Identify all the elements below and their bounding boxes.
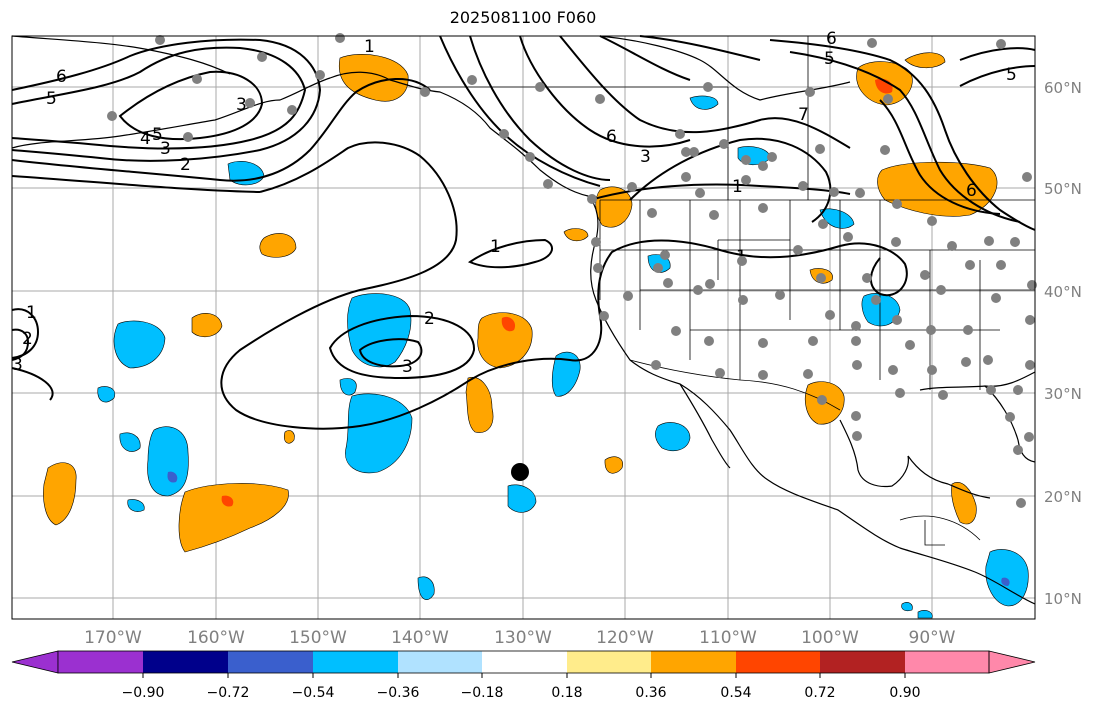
lat-axis: 60°N 50°N 40°N 30°N 20°N 10°N [1044,79,1082,608]
contour-label: 1 [732,177,743,197]
contour-label: 6 [606,127,617,147]
map-border [11,35,1036,620]
colorbar-outline [57,650,990,674]
contours [11,35,1036,430]
colorbar-extend-right [988,650,1036,674]
colorbar: −0.90 −0.72 −0.54 −0.36 −0.18 0.18 0.36 … [11,650,1036,701]
contour-label: 1 [364,37,375,57]
contour-label: 6 [56,67,67,87]
contour-label: 2 [22,329,33,349]
contour-label: 4 [140,129,151,149]
contour-label: 5 [152,125,163,145]
lat-tick-label: 50°N [1044,180,1082,198]
station-dots [107,33,1037,508]
lon-tick-label: 160°W [187,628,245,648]
coastlines [11,35,1036,605]
colorbar-bin [905,651,989,673]
lon-tick-label: 120°W [596,628,654,648]
lon-tick-label: 100°W [801,628,859,648]
colorbar-tick-label: −0.54 [292,685,335,701]
lat-tick-label: 20°N [1044,488,1082,506]
contour-label: 3 [640,147,651,167]
strong-positive-patches [221,78,893,507]
contour-label: 5 [1006,65,1017,85]
colorbar-bin [820,651,905,673]
contour-label: 1 [490,237,501,257]
lon-tick-label: 110°W [699,628,757,648]
contour-label: 5 [824,49,835,69]
contour-label: 6 [966,181,977,201]
colorbar-bin [651,651,736,673]
colorbar-bin [482,651,567,673]
colorbar-tick-label: 0.72 [804,685,835,701]
colorbar-tick-label: −0.36 [377,685,420,701]
colorbar-tick-label: 0.18 [551,685,582,701]
contour-label: 2 [180,155,191,175]
colorbar-bin [228,651,313,673]
colorbar-bin [567,651,651,673]
colorbar-tick-label: 0.54 [720,685,751,701]
lat-tick-label: 10°N [1044,590,1082,608]
colorbar-bin [313,651,398,673]
colorbar-tick-label: −0.18 [461,685,504,701]
colorbar-tick-label: −0.72 [207,685,250,701]
contour-label: 1 [26,303,37,323]
colorbar-tick-label: 0.36 [635,685,666,701]
station-marker [511,463,529,481]
contour-label: 5 [46,89,57,109]
map-title: 2025081100 F060 [449,8,597,27]
lat-tick-label: 30°N [1044,385,1082,403]
contour-label: 2 [424,309,435,329]
colorbar-bin [143,651,228,673]
contour-label: 6 [826,29,837,49]
contour-label: 3 [402,357,413,377]
lon-tick-label: 150°W [289,628,347,648]
lon-axis: 170°W 160°W 150°W 140°W 130°W 120°W 110°… [84,628,956,648]
contour-label: 3 [236,95,247,115]
colorbar-bin [736,651,820,673]
contour-label: 7 [798,105,809,125]
contour-labels: 6 5 4 5 3 2 1 1 2 3 6 3 1 1 6 5 6 5 7 3 … [12,29,1017,377]
strong-negative-patches [167,471,1010,586]
lon-tick-label: 130°W [494,628,552,648]
negative-anomaly-patches [97,95,1029,619]
lat-tick-label: 60°N [1044,79,1082,97]
colorbar-bin [398,651,482,673]
lon-tick-label: 90°W [909,628,956,648]
lat-tick-label: 40°N [1044,283,1082,301]
colorbar-extend-left [11,650,59,674]
colorbar-tick-label: −0.90 [122,685,165,701]
lon-tick-label: 140°W [391,628,449,648]
colorbar-bin [58,651,143,673]
colorbar-tick-label: 0.90 [889,685,920,701]
lon-tick-label: 170°W [84,628,142,648]
contour-label: 3 [160,139,171,159]
positive-anomaly-patches [43,52,998,553]
contour-label: 3 [12,355,23,375]
